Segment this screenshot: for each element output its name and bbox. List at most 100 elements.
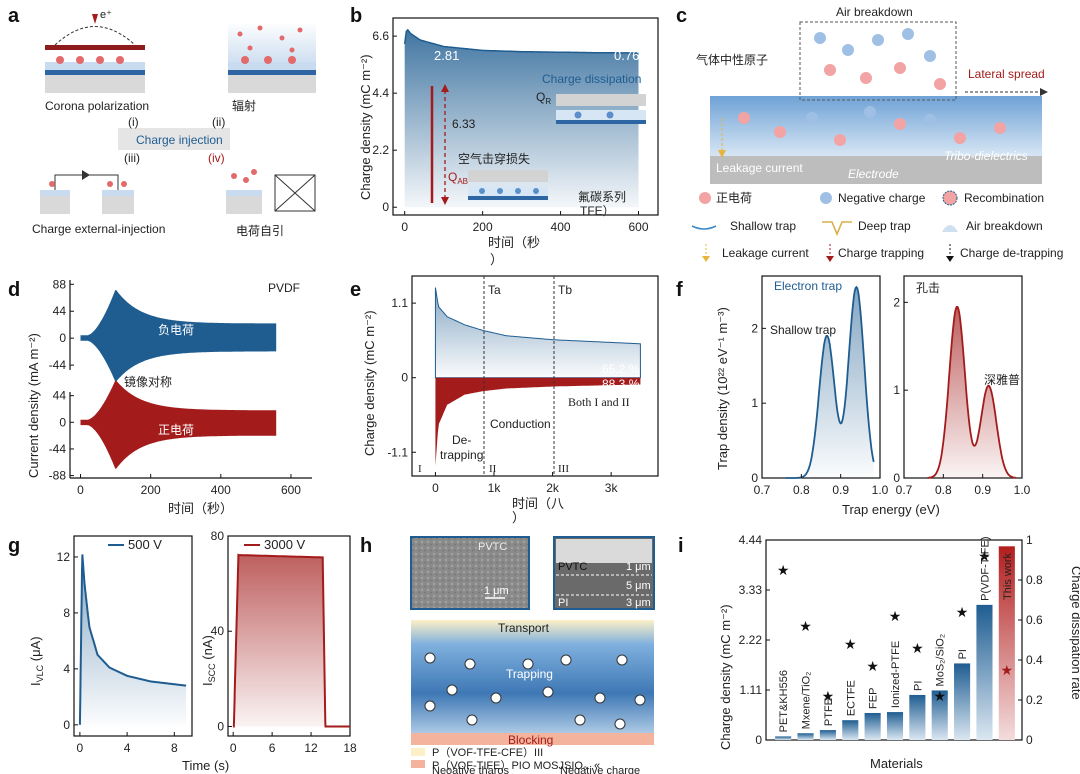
panel-b-charge-line	[403, 28, 639, 54]
panel-c-legend: 正电荷 Negative charge Recombination Shallo…	[691, 190, 1063, 262]
panel-i-ytick-label: 2.22	[739, 633, 763, 647]
sem-d2: 5 μm	[626, 580, 651, 592]
panel-d-bottom-ytick-label: -44	[49, 442, 67, 456]
panel-f-right-xtick-label: 0.9	[974, 483, 991, 497]
panel-g-legend-right: 3000 V	[264, 537, 306, 552]
panel-g-left-ytick-label: 12	[57, 550, 71, 564]
panel-g-right-frame	[227, 535, 351, 737]
panel-b-arrow-tail-icon	[441, 197, 449, 205]
panel-b-ytick-label: 6.6	[372, 29, 389, 43]
panel-d-xtick-label: 200	[141, 483, 161, 497]
panel-i-chart: ★PET&KH556★Mxene/TiO₂ ★PTFE★ECTFE★FEP★Ion…	[718, 533, 1080, 771]
deep-trap-icon	[822, 221, 852, 237]
panel-i-ytick-right-label: 0.4	[1026, 653, 1043, 667]
panel-i-ytick-label: 3.33	[739, 583, 763, 597]
panel-g-left-frame	[73, 535, 193, 737]
panel-f-ticks: 0 1 2 0.7 0.8 0.9 1.0 0 1 2 0.7 0.8 0.9 1.0	[751, 295, 1030, 497]
radiation-illustration	[228, 22, 316, 93]
panel-i-bar	[909, 694, 926, 740]
panel-i-bar	[998, 546, 1015, 740]
panel-label-d: d	[8, 279, 20, 301]
panel-i-ytick-label: 1.11	[740, 683, 763, 697]
panel-g-left-ytick-label: 8	[63, 606, 70, 620]
panel-h-legend-3b: Negative charge	[560, 765, 640, 774]
panel-g-ylabel-right: ISCC (nA)	[200, 635, 217, 686]
panel-g-left-xtick-label: 4	[124, 741, 131, 755]
panel-b-qab: QAB	[448, 170, 468, 186]
charge-injection-label: Charge injection	[136, 133, 223, 147]
sem-d3: 3 μm	[626, 597, 651, 609]
panel-b-xlabel-2: ）	[490, 252, 503, 267]
panel-e-ytick-label: -1.1	[387, 445, 408, 459]
e-label: e⁺	[100, 9, 112, 21]
panel-e-conduction: Conduction	[490, 417, 551, 431]
panel-e-xtick-label: 3k	[605, 481, 619, 495]
panel-d-negative-label: 负电荷	[158, 323, 194, 337]
panel-f-hole-line	[927, 306, 1016, 479]
panel-b-ylabel: Charge density (mC m⁻²)	[358, 54, 373, 200]
panel-e-ticks: 1.1 0 -1.1 0 1k 2k 3k	[387, 296, 618, 495]
panel-g-right-xtick-label: 0	[230, 741, 237, 755]
panel-i-bar	[976, 604, 993, 740]
charge-injection-box	[118, 128, 230, 150]
panel-i-bar	[954, 663, 971, 740]
shallow-trap-icon	[691, 225, 717, 230]
mode-iii: (iii)	[124, 151, 140, 165]
panel-i-bar	[819, 730, 836, 740]
panel-f-left-ytick-label: 1	[751, 396, 758, 410]
panel-f-xlabel: Trap energy (eV)	[842, 502, 940, 517]
panel-i-ytick-right-label: 1	[1026, 533, 1033, 547]
panel-i-bar	[864, 712, 881, 740]
panel-b-material: 氟碳系列	[578, 190, 626, 204]
panel-e-pct-top: 65.2 %	[602, 362, 640, 376]
panel-f-right-xtick-label: 0.7	[896, 483, 913, 497]
air-breakdown-label: Air breakdown	[836, 5, 913, 19]
panel-b-xtick-label: 400	[551, 220, 571, 234]
legend-air: Air breakdown	[966, 219, 1043, 233]
panel-i-ytick-right-label: 0.6	[1026, 613, 1043, 627]
panel-i-xlabel: Materials	[870, 756, 923, 771]
panel-i-category-label: Mxene/TiO₂	[801, 672, 813, 730]
legend-shallow: Shallow trap	[730, 219, 796, 233]
air-breakdown-icon	[942, 225, 958, 232]
panel-i-ytick-right-label: 0.8	[1026, 573, 1043, 587]
transport-diagram	[411, 620, 654, 742]
panel-h-legend-3: Neoative tharos	[432, 765, 510, 774]
legend-trapping: Charge trapping	[838, 246, 924, 260]
corona-illustration: e⁺	[45, 9, 145, 93]
panel-f-shallow-label: Shallow trap	[770, 323, 836, 337]
panel-d-positive-trace	[80, 380, 277, 469]
panel-e-frame	[411, 275, 659, 477]
panel-b-qr: QR	[536, 90, 551, 106]
panel-g-left-xtick-label: 0	[77, 741, 84, 755]
corona-tip-icon	[92, 14, 98, 24]
panel-i-star-icon: ★	[978, 548, 991, 564]
panel-i-category-label: PI	[957, 649, 969, 659]
panel-f-left-xtick-label: 0.9	[832, 483, 849, 497]
panel-f-right-xtick-label: 0.8	[935, 483, 952, 497]
radiation-label: 辐射	[232, 98, 256, 113]
sem-pvtc-label: PVTC	[478, 541, 507, 553]
panel-i-star-icon: ★	[822, 688, 835, 704]
panel-g-left-ytick-label: 4	[63, 662, 70, 676]
panel-d-xtick-label: 600	[281, 483, 301, 497]
panel-f-ylabel: Trap density (10²² eV⁻¹ m⁻³)	[715, 307, 730, 470]
legend-detrapping: Charge de-trapping	[960, 246, 1063, 260]
self-injection-illustration	[226, 169, 316, 214]
legend-swatch-3	[411, 760, 425, 768]
panel-g-right-ytick-label: 80	[211, 529, 225, 543]
negative-charge-icon	[820, 192, 832, 204]
panel-label-i: i	[678, 535, 684, 557]
panel-d-bottom-ytick-label: -88	[49, 469, 67, 483]
legend-leak: Leakage current	[722, 246, 809, 260]
air-breakdown-box	[799, 21, 957, 101]
lateral-spread-label: Lateral spread	[968, 67, 1045, 81]
panel-e-chart: Ta Tb 65.2 % 88.3 % Both I and II Conduc…	[362, 275, 659, 525]
blocking-label: Blocking	[508, 733, 553, 747]
panel-label-a: a	[8, 5, 20, 27]
panel-e-xtick-label: 2k	[546, 481, 560, 495]
panel-a-schematic: e⁺ Corona polarization 辐射 (i) (ii) Charg…	[32, 9, 316, 238]
panel-b-value-left: 2.81	[434, 48, 459, 63]
